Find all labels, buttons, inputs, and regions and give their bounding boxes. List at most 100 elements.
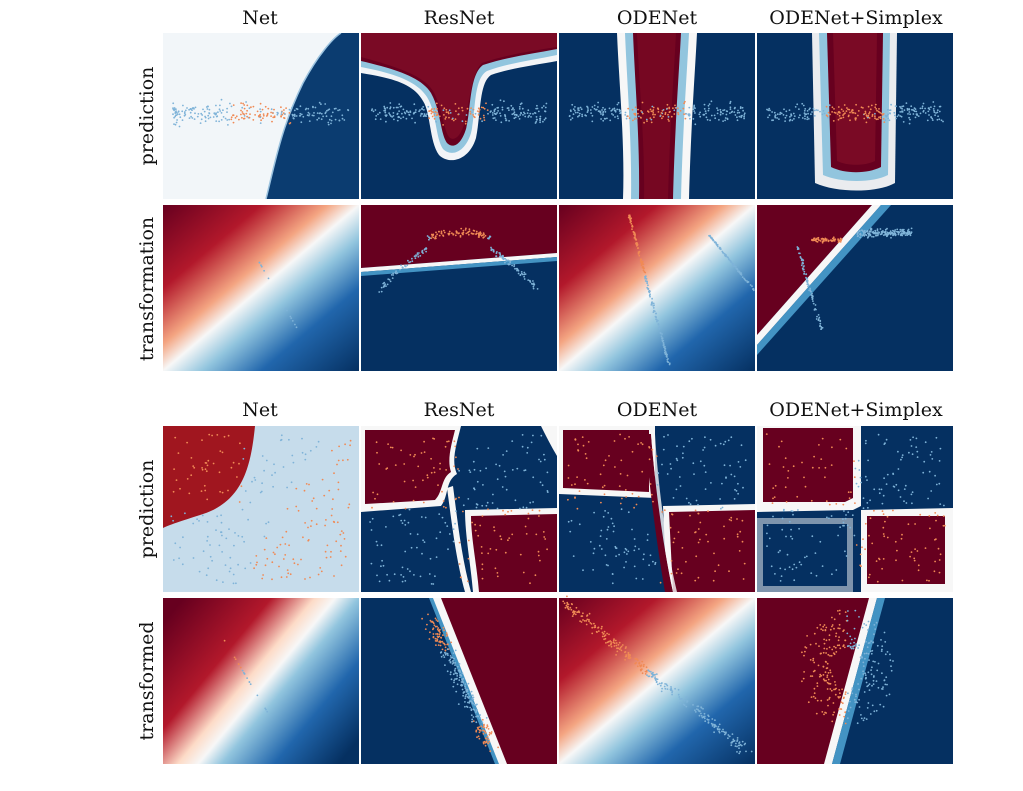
scatter-point: [863, 117, 866, 120]
scatter-point: [856, 701, 859, 704]
scatter-point: [869, 517, 872, 520]
scatter-point: [881, 645, 884, 648]
scatter-point: [303, 489, 306, 492]
scatter-point: [511, 533, 514, 536]
scatter-point: [879, 703, 882, 706]
scatter-point: [911, 502, 913, 505]
scatter-point: [877, 110, 880, 113]
scatter-point: [823, 638, 825, 641]
scatter-point: [271, 474, 273, 476]
scatter-point: [613, 525, 615, 528]
scatter-point: [387, 443, 389, 445]
scatter-point: [887, 113, 889, 116]
scatter-point: [447, 112, 450, 115]
scatter-point: [870, 652, 873, 655]
scatter-point: [175, 479, 178, 481]
scatter-point: [789, 116, 791, 118]
scatter-point: [259, 113, 261, 116]
scatter-point: [385, 115, 387, 117]
scatter-point: [455, 497, 457, 500]
scatter-point: [320, 570, 323, 573]
scatter-point: [728, 518, 731, 521]
scatter-point: [830, 464, 833, 466]
scatter-point: [607, 526, 610, 528]
scatter-point: [703, 446, 706, 449]
scatter-point: [544, 538, 547, 540]
scatter-point: [433, 438, 436, 440]
scatter-point: [723, 733, 726, 736]
scatter-point: [608, 455, 610, 457]
scatter-point: [616, 650, 619, 653]
scatter-point: [633, 118, 636, 120]
scatter-point: [632, 231, 635, 233]
scatter-point: [738, 550, 741, 552]
scatter-point: [867, 629, 869, 631]
scatter-point: [820, 652, 822, 655]
scatter-point: [886, 536, 889, 539]
scatter-point: [704, 471, 707, 473]
scatter-point: [265, 459, 268, 462]
scatter-point: [487, 738, 490, 741]
scatter-point: [801, 117, 804, 119]
scatter-point: [626, 553, 628, 555]
scatter-point: [809, 287, 811, 290]
scatter-point: [273, 108, 275, 111]
scatter-point: [699, 111, 701, 114]
scatter-point: [616, 115, 619, 118]
scatter-point: [575, 606, 578, 609]
scatter-point: [867, 642, 870, 644]
scatter-point: [937, 115, 939, 118]
scatter-point: [689, 117, 691, 120]
scatter-point: [874, 112, 876, 115]
scatter-point: [661, 511, 664, 513]
scatter-point: [494, 567, 497, 570]
scatter-point: [398, 103, 401, 106]
scatter-point: [877, 686, 880, 689]
scatter-point: [318, 101, 321, 104]
scatter-point: [868, 534, 870, 537]
scatter-point: [826, 681, 829, 684]
scatter-point: [826, 676, 829, 678]
scatter-point: [582, 619, 584, 621]
scatter-point: [652, 113, 654, 116]
scatter-point: [523, 469, 526, 472]
scatter-point: [413, 111, 416, 114]
scatter-point: [612, 114, 615, 116]
scatter-point: [196, 518, 199, 521]
scatter-point: [638, 115, 640, 118]
scatter-point: [456, 675, 459, 677]
scatter-point: [312, 105, 314, 108]
scatter-point: [333, 472, 335, 475]
scatter-point: [532, 501, 534, 503]
scatter-point: [772, 119, 774, 122]
scatter-point: [681, 456, 684, 459]
scatter-point: [837, 241, 840, 244]
scatter-point: [771, 502, 774, 504]
scatter-point: [657, 111, 660, 113]
scatter-point: [928, 515, 931, 517]
scatter-point: [655, 673, 658, 675]
scatter-point: [833, 108, 835, 110]
scatter-point: [717, 564, 720, 567]
scatter-point: [811, 298, 814, 301]
scatter-point: [321, 478, 324, 481]
scatter-point: [437, 484, 439, 486]
scatter-point: [564, 606, 567, 609]
scatter-point: [899, 230, 902, 233]
scatter-point: [423, 541, 426, 543]
scatter-point: [630, 222, 633, 225]
scatter-point: [477, 715, 480, 718]
scatter-point: [863, 229, 866, 232]
scatter-point: [707, 722, 710, 724]
scatter-point: [649, 483, 652, 485]
scatter-point: [272, 116, 275, 119]
scatter-point: [522, 506, 525, 509]
scatter-point: [221, 491, 224, 494]
panel-b2-prediction-odenet: [559, 426, 755, 592]
scatter-point: [183, 111, 186, 113]
scatter-point: [837, 639, 840, 642]
scatter-point: [677, 113, 680, 116]
scatter-point: [909, 233, 911, 235]
scatter-point: [531, 283, 533, 285]
scatter-point: [344, 555, 347, 558]
